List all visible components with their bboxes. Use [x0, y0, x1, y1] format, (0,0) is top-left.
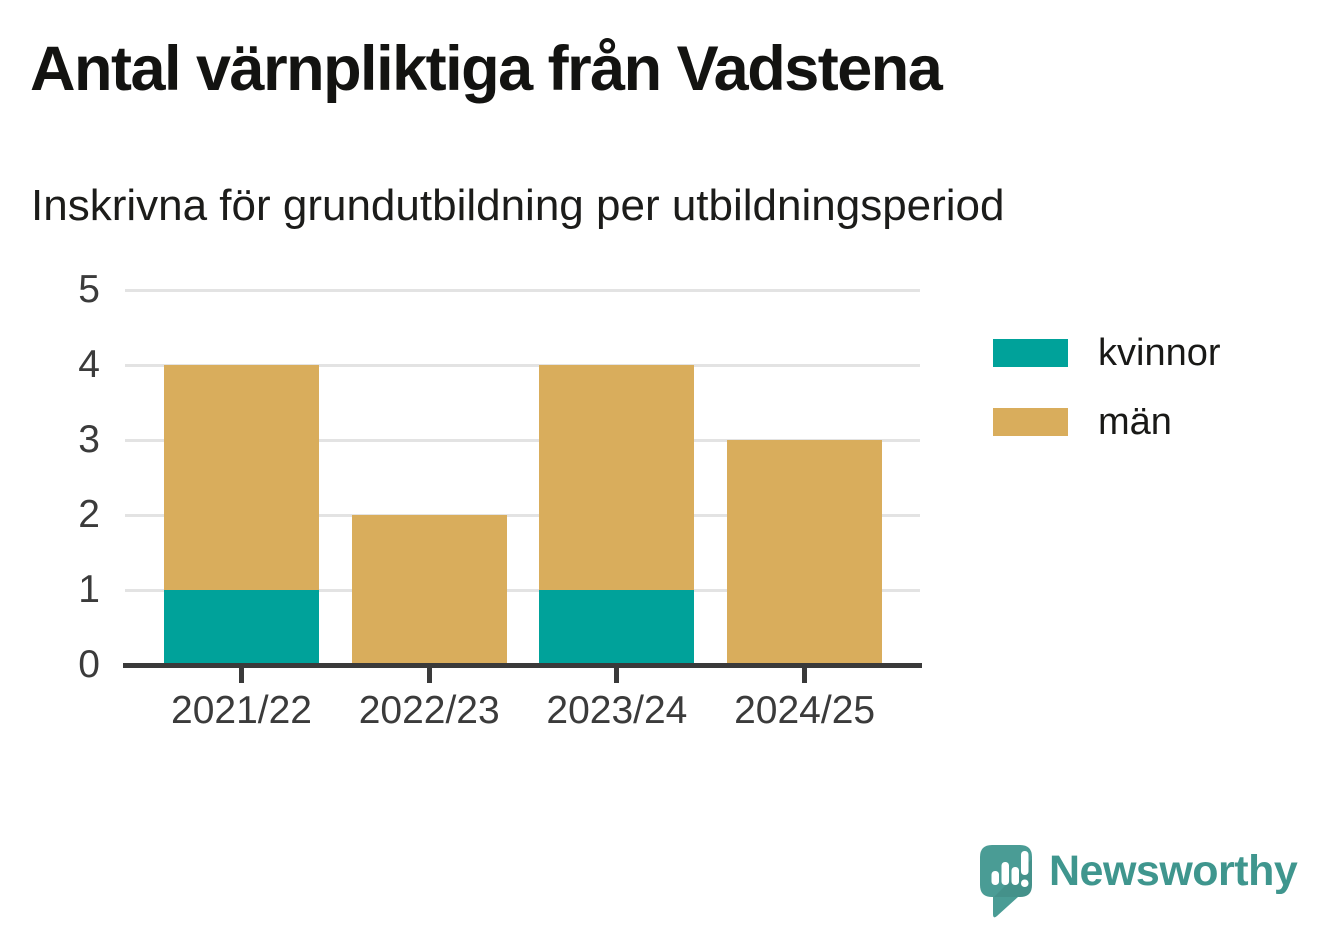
- y-axis-label: 3: [78, 418, 100, 461]
- legend-label-kvinnor: kvinnor: [1098, 332, 1221, 374]
- legend-item-man: män: [993, 402, 1221, 442]
- legend-swatch-man: [993, 408, 1068, 436]
- bar-segment: [351, 515, 507, 665]
- grid-line: [125, 589, 920, 592]
- bar-segment: [164, 590, 319, 665]
- legend-label-man: män: [1098, 401, 1172, 443]
- x-axis-label: 2024/25: [734, 689, 876, 732]
- y-axis-label: 5: [78, 268, 100, 311]
- grid-line: [125, 289, 920, 292]
- newsworthy-logo-icon: [980, 845, 1032, 918]
- y-axis-label: 2: [78, 493, 100, 536]
- bar-segment: [727, 440, 883, 665]
- bar-segment: [539, 590, 695, 665]
- chart-subtitle: Inskrivna för grundutbildning per utbild…: [31, 181, 1005, 230]
- legend-item-kvinnor: kvinnor: [993, 333, 1221, 373]
- y-axis-label: 1: [78, 568, 100, 611]
- chart-legend: kvinnor män: [993, 333, 1221, 442]
- newsworthy-logo-text: Newsworthy: [1049, 847, 1298, 895]
- y-axis-label: 4: [78, 343, 100, 386]
- x-axis-label: 2022/23: [358, 689, 500, 732]
- x-axis-tick: [239, 667, 244, 683]
- chart-title: Antal värnpliktiga från Vadstena: [30, 34, 943, 104]
- x-axis-label: 2021/22: [171, 689, 312, 732]
- x-axis-tick: [802, 667, 808, 683]
- legend-swatch-kvinnor: [993, 339, 1068, 367]
- x-axis-tick: [426, 667, 432, 683]
- grid-line: [125, 514, 920, 517]
- x-axis-line: [123, 663, 922, 668]
- x-axis-label: 2023/24: [546, 689, 688, 732]
- grid-line: [125, 364, 920, 367]
- x-axis-tick: [614, 667, 620, 683]
- grid-line: [125, 439, 920, 442]
- bar-segment: [164, 365, 319, 590]
- newsworthy-logo: Newsworthy: [980, 845, 1298, 923]
- bar-segment: [539, 365, 695, 590]
- y-axis-label: 0: [78, 643, 100, 686]
